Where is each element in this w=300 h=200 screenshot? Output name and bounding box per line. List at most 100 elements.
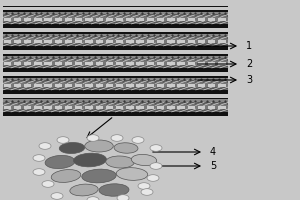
Bar <box>75 106 82 109</box>
Bar <box>157 84 164 87</box>
Bar <box>75 84 82 87</box>
Bar <box>65 62 72 65</box>
Bar <box>188 40 195 43</box>
Text: 1: 1 <box>246 41 252 51</box>
Bar <box>208 106 215 109</box>
Bar <box>3 102 228 105</box>
Bar <box>96 40 103 43</box>
Ellipse shape <box>70 184 98 196</box>
Bar <box>85 18 93 21</box>
Ellipse shape <box>132 137 144 143</box>
Bar <box>4 18 11 21</box>
Bar <box>106 106 113 109</box>
Bar <box>3 17 228 21</box>
Bar <box>65 18 72 21</box>
Bar <box>34 62 42 65</box>
Bar <box>14 84 21 87</box>
Bar <box>157 62 164 65</box>
Text: 4: 4 <box>210 147 216 157</box>
Bar <box>3 54 228 56</box>
Bar <box>188 106 195 109</box>
Bar <box>126 40 134 43</box>
Bar <box>3 6 228 7</box>
Bar <box>75 18 82 21</box>
Ellipse shape <box>114 143 138 153</box>
Bar <box>4 62 11 65</box>
Bar <box>3 24 228 28</box>
Bar <box>157 18 164 21</box>
Bar <box>85 62 93 65</box>
Ellipse shape <box>147 175 159 181</box>
Bar <box>65 84 72 87</box>
Bar <box>116 106 123 109</box>
Bar <box>85 106 93 109</box>
Bar <box>3 32 228 34</box>
Bar <box>3 87 228 90</box>
Bar <box>3 56 228 58</box>
Bar <box>4 106 11 109</box>
Ellipse shape <box>82 169 116 183</box>
Bar <box>126 84 134 87</box>
Ellipse shape <box>57 137 69 143</box>
Bar <box>24 40 31 43</box>
Bar <box>167 40 175 43</box>
Bar <box>208 62 215 65</box>
Bar <box>3 109 228 112</box>
Bar <box>96 62 103 65</box>
Text: 3: 3 <box>246 75 252 85</box>
Ellipse shape <box>150 163 162 169</box>
Bar <box>3 83 228 87</box>
Bar <box>14 40 21 43</box>
Ellipse shape <box>141 189 153 195</box>
Bar <box>3 90 228 94</box>
Bar <box>106 18 113 21</box>
Bar <box>136 18 144 21</box>
Bar <box>44 62 52 65</box>
Bar <box>34 18 42 21</box>
Bar <box>188 84 195 87</box>
Bar <box>208 84 215 87</box>
Bar <box>24 62 31 65</box>
Ellipse shape <box>99 184 129 196</box>
Bar <box>14 18 21 21</box>
Ellipse shape <box>87 135 99 141</box>
Bar <box>198 106 205 109</box>
Bar <box>3 58 228 61</box>
Ellipse shape <box>131 154 157 166</box>
Bar <box>3 76 228 78</box>
Ellipse shape <box>39 143 51 149</box>
Bar <box>75 62 82 65</box>
Bar <box>136 84 144 87</box>
Bar <box>147 84 154 87</box>
Bar <box>188 62 195 65</box>
Bar <box>3 99 228 102</box>
Text: 5: 5 <box>210 161 216 171</box>
Bar <box>85 40 93 43</box>
Bar <box>157 106 164 109</box>
Bar <box>177 84 185 87</box>
Bar <box>55 18 62 21</box>
Ellipse shape <box>150 145 162 151</box>
Bar <box>157 40 164 43</box>
Bar <box>147 106 154 109</box>
Bar <box>106 84 113 87</box>
Ellipse shape <box>33 155 45 161</box>
Bar <box>167 84 175 87</box>
Bar <box>24 84 31 87</box>
Ellipse shape <box>51 193 63 199</box>
Bar <box>44 18 52 21</box>
Bar <box>218 106 226 109</box>
Bar <box>14 106 21 109</box>
Bar <box>136 106 144 109</box>
Bar <box>188 18 195 21</box>
Bar <box>44 84 52 87</box>
Bar <box>116 40 123 43</box>
Bar <box>55 106 62 109</box>
Bar <box>218 40 226 43</box>
Bar <box>126 106 134 109</box>
Bar <box>4 84 11 87</box>
Bar <box>116 84 123 87</box>
Ellipse shape <box>138 183 150 189</box>
Ellipse shape <box>33 169 45 175</box>
Bar <box>116 18 123 21</box>
